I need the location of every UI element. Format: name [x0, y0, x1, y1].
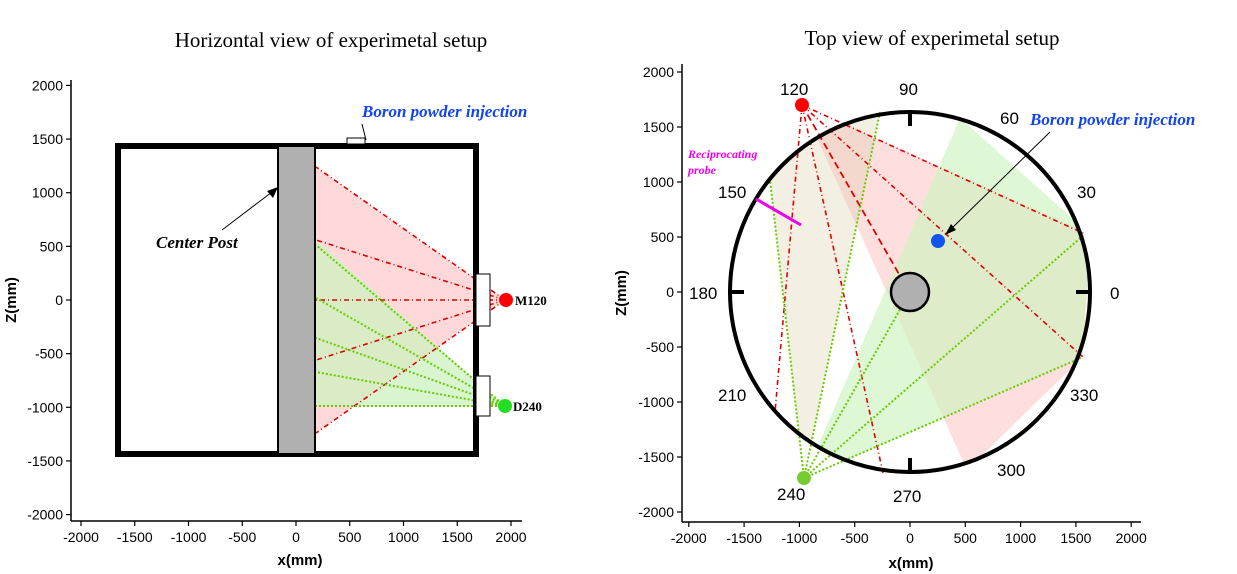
right-y-tick-label: -2000 — [638, 504, 674, 520]
right-boron-arrow — [949, 131, 1051, 231]
reciprocating-probe — [755, 197, 802, 227]
angle-90: 90 — [899, 80, 918, 99]
left-y-tick-label: 1500 — [32, 131, 63, 147]
left-x-tick-label: -1000 — [171, 529, 207, 545]
left-y-tick-label: 1000 — [32, 185, 63, 201]
m120-chord — [315, 299, 506, 361]
injection-point-dot — [931, 234, 945, 248]
left-x-tick-label: -1500 — [117, 529, 153, 545]
right-x-label: x(mm) — [888, 555, 933, 572]
left-boron-label: Boron powder injection — [361, 102, 527, 121]
angle-240: 240 — [777, 485, 805, 504]
right-y-tick-label: 500 — [651, 229, 675, 245]
left-x-tick-label: 500 — [338, 529, 362, 545]
angle-210: 210 — [718, 386, 746, 405]
right-y-tick-label: 1500 — [643, 119, 674, 135]
right-x-tick-label: 2000 — [1116, 530, 1147, 546]
angle-150: 150 — [718, 183, 746, 202]
m120-detector-dot — [499, 293, 513, 307]
right-y-tick-label: -1500 — [638, 449, 674, 465]
center-post-label: Center Post — [156, 233, 239, 252]
left-x-ticks: -2000 -1500 -1000 -500 0 500 1000 1500 2000 — [63, 521, 527, 545]
injection-port — [346, 137, 366, 145]
left-y-tick-label: -1500 — [27, 453, 63, 469]
d240-detector-dot — [498, 399, 512, 413]
red-chord — [801, 104, 1084, 358]
right-boron-arrowhead — [945, 224, 956, 235]
top-green-chords — [769, 111, 1086, 479]
center-post-arrow — [221, 191, 273, 231]
left-y-tick-label: -2000 — [27, 507, 63, 523]
green-chord — [769, 179, 805, 479]
right-x-tick-label: -2000 — [671, 530, 707, 546]
angle-0: 0 — [1110, 284, 1119, 303]
red-chord — [774, 104, 803, 413]
left-y-tick-label: 500 — [40, 238, 64, 254]
right-y-tick-label: 2000 — [643, 64, 674, 80]
left-x-tick-label: 0 — [292, 529, 300, 545]
right-x-tick-label: 500 — [954, 530, 978, 546]
angle-300: 300 — [997, 461, 1025, 480]
left-x-tick-label: 2000 — [495, 529, 526, 545]
right-boron-label: Boron powder injection — [1029, 110, 1195, 129]
m120-chord — [315, 239, 506, 301]
top-view-panel: Top view of experimetal setup -2000 -1500… — [613, 26, 1195, 572]
green-fan-region — [804, 118, 1090, 472]
right-y-tick-label: -500 — [646, 339, 674, 355]
right-x-tick-label: 1500 — [1060, 530, 1091, 546]
angle-120: 120 — [780, 80, 808, 99]
right-x-tick-label: -500 — [841, 530, 869, 546]
left-y-tick-label: -500 — [35, 346, 63, 362]
angle-60: 60 — [1000, 109, 1019, 128]
right-x-tick-label: -1000 — [781, 530, 817, 546]
angle-180: 180 — [689, 284, 717, 303]
center-post — [277, 145, 316, 455]
left-boron-leader — [361, 123, 367, 141]
center-post-circle — [889, 271, 931, 313]
left-y-label: Z(mm) — [3, 277, 20, 323]
center-post-arrowhead — [267, 187, 278, 198]
d240-port — [475, 375, 491, 417]
left-x-tick-label: 1500 — [442, 529, 473, 545]
horizontal-view-panel: Horizontal view of experimetal setup -20… — [3, 28, 547, 569]
left-y-tick-label: 0 — [55, 292, 63, 308]
green-chord — [803, 356, 1084, 479]
right-y-tick-label: 0 — [666, 284, 674, 300]
m120-port — [475, 273, 491, 327]
right-y-label: Z(mm) — [613, 270, 630, 316]
angle-330: 330 — [1070, 386, 1098, 405]
left-x-tick-label: 1000 — [388, 529, 419, 545]
m120-label: M120 — [515, 293, 547, 308]
left-y-tick-label: 2000 — [32, 77, 63, 93]
left-x-label: x(mm) — [277, 552, 322, 569]
left-x-tick-label: -500 — [228, 529, 256, 545]
right-title: Top view of experimetal setup — [804, 26, 1059, 50]
right-x-ticks: -2000 -1500 -1000 -500 0 500 1000 1500 2000 — [671, 522, 1147, 546]
overlap-region — [770, 112, 880, 472]
right-y-ticks: 2000 1500 1000 500 0 -500 -1000 -1500 -2000 — [638, 64, 682, 520]
right-y-tick-label: 1000 — [643, 174, 674, 190]
right-y-tick-label: -1000 — [638, 394, 674, 410]
right-x-tick-label: 0 — [906, 530, 914, 546]
red-chord — [801, 104, 1086, 235]
left-title: Horizontal view of experimetal setup — [175, 28, 488, 52]
angle-30: 30 — [1077, 183, 1096, 202]
left-x-tick-label: -2000 — [63, 529, 99, 545]
detector-120-dot — [795, 98, 809, 112]
d240-view-fan — [316, 240, 505, 406]
angle-270: 270 — [893, 487, 921, 506]
top-view-fans — [770, 112, 1090, 472]
left-y-ticks: 2000 1500 1000 500 0 -500 -1000 -1500 -2000 — [27, 77, 71, 523]
right-x-tick-label: 1000 — [1005, 530, 1036, 546]
probe-label-line1: Reciprocating — [687, 147, 757, 161]
left-y-tick-label: -1000 — [27, 399, 63, 415]
right-x-tick-label: -1500 — [726, 530, 762, 546]
probe-label-line2: probe — [687, 163, 717, 177]
detector-240-dot — [797, 471, 811, 485]
d240-label: D240 — [513, 399, 542, 414]
